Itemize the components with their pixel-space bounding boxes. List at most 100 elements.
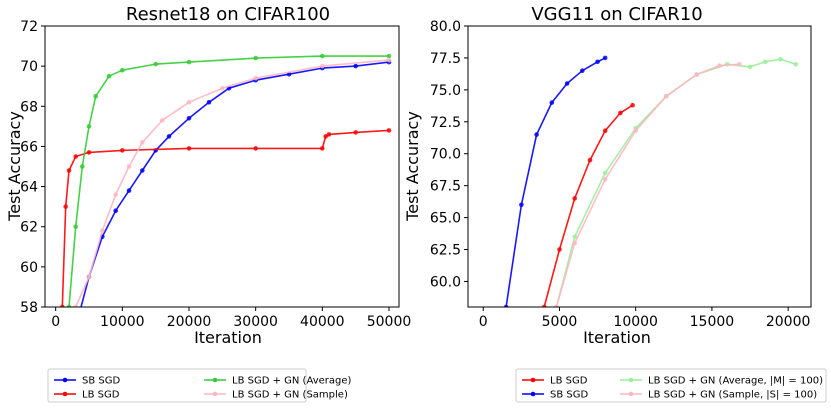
- series-lb-sgd: [541, 102, 635, 307]
- legend-entry: LB SGD + GN (Sample): [204, 390, 348, 401]
- x-tick-label: 20000: [167, 314, 212, 330]
- data-point: [633, 128, 638, 133]
- series-line: [543, 104, 634, 307]
- series-lb-sgd-gn-average-: [66, 53, 392, 307]
- data-point: [353, 130, 359, 135]
- x-tick-label: 30000: [233, 314, 278, 330]
- chart-right-legend-box: [515, 368, 827, 403]
- data-point: [602, 170, 608, 176]
- y-tick-label: 70: [20, 59, 38, 75]
- data-point: [66, 304, 72, 307]
- y-tick-label: 77.5: [430, 51, 461, 67]
- data-point: [253, 75, 258, 81]
- series-line: [555, 63, 740, 307]
- data-point: [778, 56, 783, 62]
- data-point: [386, 57, 392, 63]
- data-point: [602, 55, 608, 61]
- data-point: [630, 102, 635, 108]
- y-tick-label: 72: [20, 19, 38, 35]
- legend-swatch-marker: [530, 391, 536, 397]
- data-point: [80, 164, 85, 169]
- data-point: [126, 188, 132, 193]
- data-point: [386, 128, 392, 133]
- data-point: [618, 110, 623, 116]
- chart-right-x-ticks: 0 5000 10000 15000 20000: [479, 307, 811, 330]
- chart-left-y-label: Test Accuracy: [5, 111, 24, 222]
- data-point: [747, 64, 753, 70]
- data-point: [572, 234, 577, 240]
- y-tick-label: 67.5: [430, 179, 461, 195]
- legend-label: LB SGD + GN (Average): [232, 376, 352, 387]
- data-point: [503, 304, 509, 307]
- legend-label: LB SGD + GN (Sample): [232, 390, 348, 401]
- legend-label: LB SGD: [82, 390, 120, 401]
- series-sb-sgd: [503, 55, 608, 307]
- data-point: [160, 118, 165, 123]
- y-tick-label: 75.0: [430, 83, 461, 99]
- data-point: [793, 62, 799, 67]
- y-tick-label: 68: [20, 99, 38, 115]
- series-lb-sgd: [60, 128, 392, 307]
- x-tick-label: 50000: [367, 314, 412, 330]
- legend-entry: LB SGD + GN (Average, |M| = 100): [620, 376, 823, 387]
- legend-entry: LB SGD: [522, 376, 588, 387]
- data-point: [541, 304, 547, 307]
- data-point: [323, 134, 329, 139]
- chart-left-frame: [44, 25, 400, 308]
- data-point: [120, 148, 125, 153]
- data-point: [557, 247, 562, 252]
- series-line: [68, 55, 389, 307]
- x-tick-label: 10000: [100, 314, 145, 330]
- data-point: [386, 53, 392, 59]
- series-line: [80, 61, 390, 307]
- data-point: [73, 224, 78, 229]
- y-tick-label: 72.5: [430, 115, 461, 131]
- data-point: [86, 274, 92, 280]
- data-point: [120, 67, 125, 73]
- legend-swatch-marker: [212, 391, 218, 397]
- series-sb-sgd: [80, 59, 392, 307]
- series-line: [505, 57, 606, 307]
- data-point: [253, 146, 258, 151]
- x-tick-label: 20000: [766, 314, 811, 330]
- chart-right-frame: [467, 25, 812, 308]
- data-point: [140, 168, 145, 173]
- y-tick-label: 62: [20, 220, 38, 236]
- data-point: [140, 140, 145, 145]
- legend-swatch-marker: [628, 391, 634, 397]
- data-point: [166, 134, 172, 139]
- data-point: [63, 204, 68, 209]
- chart-right-title: VGG11 on CIFAR10: [531, 4, 702, 25]
- data-point: [186, 100, 192, 105]
- chart-right: VGG11 on CIFAR10 0 5000 10000 15000 20000 60…: [403, 4, 827, 403]
- data-point: [580, 68, 585, 73]
- data-point: [73, 304, 78, 307]
- legend-label: LB SGD: [550, 376, 588, 387]
- y-tick-label: 64: [20, 180, 38, 196]
- data-point: [153, 61, 158, 67]
- chart-right-plot: [503, 55, 799, 307]
- legend-entry: LB SGD + GN (Average): [204, 376, 352, 387]
- chart-left-legend: SB SGD LB SGD + GN (Average) LB SGD LB SGD …: [47, 368, 352, 403]
- x-tick-label: 10000: [613, 314, 658, 330]
- legend-swatch-marker: [62, 391, 68, 397]
- chart-right-y-ticks: 60.0 62.5 65.0 67.5 70.0 72.5 75.0 77.5 80.0: [430, 19, 468, 290]
- data-point: [113, 192, 118, 197]
- data-point: [253, 55, 258, 61]
- legend-entry: SB SGD: [522, 390, 588, 401]
- legend-swatch-marker: [62, 377, 68, 383]
- data-point: [554, 304, 559, 307]
- y-tick-label: 58: [20, 300, 38, 316]
- data-point: [572, 240, 577, 246]
- data-point: [73, 154, 78, 159]
- data-point: [602, 177, 608, 182]
- y-tick-label: 70.0: [430, 147, 461, 163]
- data-point: [206, 100, 212, 105]
- y-tick-label: 66: [20, 139, 38, 155]
- data-point: [320, 63, 325, 69]
- chart-left-y-ticks: 58 60 62 64 66 68 70 72: [20, 19, 45, 316]
- data-point: [93, 94, 98, 99]
- series-line: [555, 58, 797, 307]
- chart-left: Resnet18 on CIFAR100 0 10000 20000 30000 400…: [5, 4, 412, 403]
